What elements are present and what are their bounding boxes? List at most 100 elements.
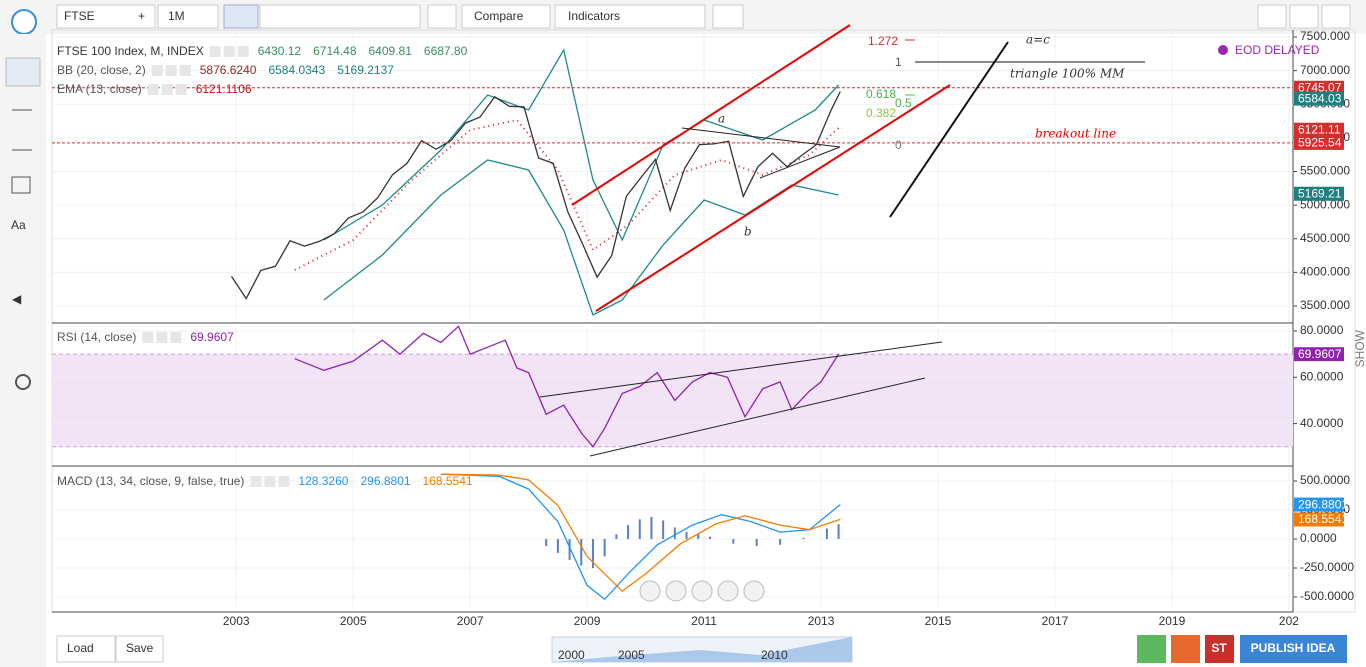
zoom-out[interactable] xyxy=(665,580,687,602)
legend-value: 6584.0343 xyxy=(268,63,325,77)
twitter-button[interactable] xyxy=(1171,635,1200,663)
series-line xyxy=(294,325,840,448)
compare-label: Compare xyxy=(474,9,524,23)
histogram-bar xyxy=(615,534,618,540)
save-button[interactable] xyxy=(115,635,164,663)
logo[interactable] xyxy=(11,9,37,35)
drawings xyxy=(539,24,1145,457)
fib-label: 1.272 xyxy=(868,34,898,48)
histogram-bar xyxy=(837,524,840,540)
eod-icon xyxy=(1218,45,1228,55)
price-badge xyxy=(1294,512,1344,527)
zoom-tool[interactable] xyxy=(15,374,31,390)
interval: 1M xyxy=(168,9,185,23)
histogram-bar xyxy=(580,539,583,566)
legend-value: 6409.81 xyxy=(369,44,413,58)
y-tick-label: 7500.000 xyxy=(1300,29,1350,43)
fib-label: 1 xyxy=(895,55,902,69)
fib-label: 0.5 xyxy=(895,96,912,110)
legend-value: 6121.1106 xyxy=(196,82,252,96)
indicators-label: Indicators xyxy=(568,9,620,23)
legend-label: RSI (14, close) xyxy=(57,330,136,344)
legend-value: 69.9607 xyxy=(190,330,234,344)
price-badge-label: 5169.21 xyxy=(1298,186,1342,200)
y-tick-label: 5500.000 xyxy=(1300,164,1350,178)
candles-button[interactable] xyxy=(223,4,259,29)
undo-button[interactable] xyxy=(1257,4,1287,29)
redo-button[interactable] xyxy=(1289,4,1319,29)
x-tick-label: 2007 xyxy=(457,614,484,628)
chart-style-buttons[interactable] xyxy=(259,4,421,29)
add-icon[interactable]: + xyxy=(138,9,145,23)
legend-value: 6687.80 xyxy=(424,44,468,58)
publish-label: PUBLISH IDEA xyxy=(1251,641,1336,655)
cursor-tool[interactable] xyxy=(5,57,41,87)
price-badge xyxy=(1294,135,1344,150)
st-button[interactable] xyxy=(1205,635,1234,663)
save-label: Save xyxy=(126,641,154,655)
y-tick-label: 500.0000 xyxy=(1300,473,1350,487)
x-tick-label: 2005 xyxy=(340,614,367,628)
histogram-bar xyxy=(802,537,805,540)
y-tick-label: 60.0000 xyxy=(1300,369,1344,383)
eod-badge xyxy=(1212,43,1288,58)
text-tool[interactable]: Aa xyxy=(11,218,26,232)
zoom-controls xyxy=(639,580,765,602)
settings-button[interactable] xyxy=(427,4,457,29)
price-badge xyxy=(1294,80,1344,95)
show-toggle[interactable]: SHOW xyxy=(1353,329,1366,367)
interval-box[interactable] xyxy=(157,4,219,29)
histogram-bar xyxy=(603,539,606,557)
x-tick-label: 2019 xyxy=(1159,614,1186,628)
alert-button[interactable] xyxy=(712,4,744,29)
symbol-box[interactable] xyxy=(56,4,156,29)
histogram-bar xyxy=(591,539,594,569)
load-button[interactable] xyxy=(56,635,116,663)
scroll-right[interactable] xyxy=(743,580,765,602)
y-tick-label: 3500.000 xyxy=(1300,298,1350,312)
fullscreen-button[interactable] xyxy=(1321,4,1351,29)
publish-button[interactable] xyxy=(1240,635,1347,663)
histogram-bar xyxy=(556,539,559,553)
scroll-left[interactable] xyxy=(639,580,661,602)
price-badge xyxy=(1294,497,1344,512)
y-tick-label: 80.0000 xyxy=(1300,323,1344,337)
wave-label: a=c xyxy=(1026,33,1050,47)
rsi-trend xyxy=(589,377,926,457)
legend-icon xyxy=(161,84,173,95)
histogram-bar xyxy=(732,539,735,544)
x-tick-label: 2013 xyxy=(808,614,835,628)
channel-top xyxy=(571,24,851,206)
y-tick-label: 40.0000 xyxy=(1300,416,1344,430)
series-line xyxy=(230,91,841,300)
legend-value: 5876.6240 xyxy=(200,63,257,77)
legend-value: 128.3260 xyxy=(298,474,348,488)
price-badge-label: 296.8801 xyxy=(1298,497,1348,511)
shape-tool[interactable] xyxy=(11,176,31,194)
legend-value: 168.5541 xyxy=(423,474,473,488)
zoom-in[interactable] xyxy=(717,580,739,602)
indicators-button[interactable] xyxy=(554,4,706,29)
legend-icon xyxy=(179,65,191,76)
y-tick-label: 0.0000 xyxy=(1300,531,1337,545)
histogram-bar xyxy=(779,539,782,545)
series-line xyxy=(440,473,841,593)
legend-label: BB (20, close, 2) xyxy=(57,63,146,77)
navigator-label: 2005 xyxy=(618,648,645,662)
histogram-bar xyxy=(755,539,758,546)
y-tick-label: -500.0000 xyxy=(1300,589,1354,603)
wave-label: b xyxy=(744,225,752,239)
series-line xyxy=(323,48,840,242)
histogram-bar xyxy=(650,516,653,540)
legend-icon xyxy=(223,46,235,57)
price-badge xyxy=(1294,122,1344,137)
histogram-bar xyxy=(662,520,665,540)
triangle-line xyxy=(759,146,841,179)
snapshot-button[interactable] xyxy=(1137,635,1166,663)
arrow-tool[interactable]: ◀ xyxy=(12,292,22,306)
triangle-note: triangle 100% MM xyxy=(1010,67,1125,81)
legend-label: MACD (13, 34, close, 9, false, true) xyxy=(57,474,244,488)
reset[interactable] xyxy=(691,580,713,602)
compare-button[interactable] xyxy=(461,4,551,29)
